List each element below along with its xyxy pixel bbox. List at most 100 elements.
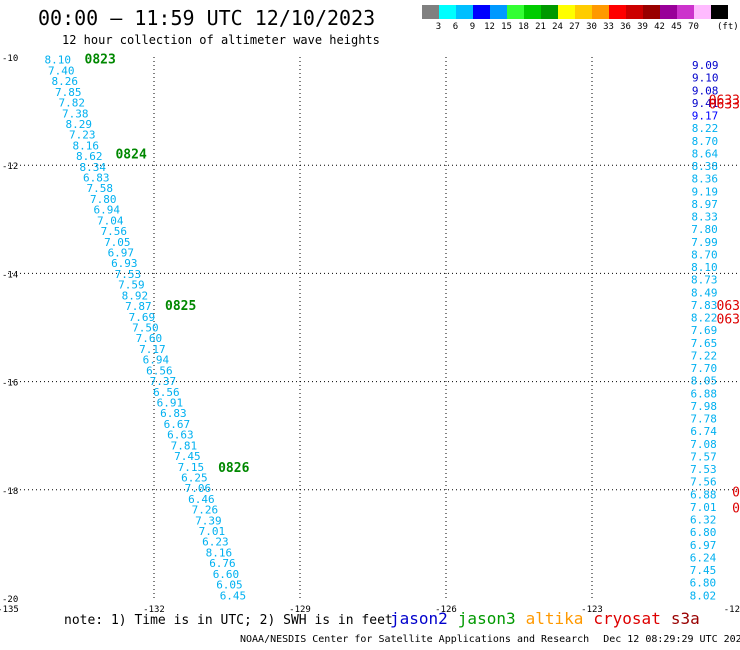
wave-height-value: 6.74: [690, 425, 717, 438]
legend-cryosat: cryosat: [593, 609, 661, 628]
wave-height-value: 6.91: [157, 396, 184, 409]
wave-height-value: 6.24: [690, 551, 717, 564]
wave-height-value: 7.40: [48, 64, 74, 77]
jason3-time-label: 0824: [115, 147, 146, 162]
scale-label: 9: [469, 22, 476, 32]
scale-label: 18: [518, 22, 529, 32]
wave-height-value: 6.88: [691, 387, 718, 400]
wave-height-value: 6.94: [143, 354, 170, 367]
wave-height-value: 9.08: [692, 84, 719, 97]
scale-label: 39: [637, 22, 648, 32]
scale-swatch: [643, 5, 660, 19]
wave-height-value: 8.22: [692, 122, 719, 135]
wave-height-value: 7.04: [97, 214, 124, 227]
footer: NOAA/NESDIS Center for Satellite Applica…: [240, 634, 740, 645]
wave-height-value: 6.80: [690, 577, 717, 590]
cryosat-time-label: 063: [717, 299, 740, 314]
wave-height-value: 7.45: [690, 564, 717, 577]
scale-swatch: [541, 5, 558, 19]
wave-height-value: 8.38: [692, 160, 719, 173]
wave-height-value: 6.63: [167, 429, 194, 442]
wave-height-value: 8.10: [691, 261, 718, 274]
scale-swatch: [524, 5, 541, 19]
wave-height-value: 6.88: [690, 488, 717, 501]
wave-height-value: 7.26: [192, 504, 219, 517]
wave-height-value: 6.97: [690, 539, 717, 552]
wave-height-value: 7.23: [69, 129, 96, 142]
wave-height-value: 8.62: [76, 150, 103, 163]
wave-height-value: 8.92: [122, 289, 149, 302]
wave-height-value: 8.29: [66, 118, 93, 131]
wave-height-value: 7.08: [690, 438, 717, 451]
scale-label: 27: [569, 22, 580, 32]
wave-height-value: 7.87: [125, 300, 152, 313]
scale-swatch: [677, 5, 694, 19]
wave-height-value: 7.83: [691, 299, 718, 312]
wave-height-value: 7.17: [139, 343, 166, 356]
wave-height-value: 8.70: [691, 248, 718, 261]
wave-height-value: 7.38: [62, 107, 89, 120]
wave-height-value: 7.57: [690, 450, 717, 463]
jason3-time-label: 0826: [218, 461, 249, 476]
wave-height-value: 7.22: [691, 349, 718, 362]
lat-tick-label: -14: [2, 270, 18, 280]
scale-swatch: [439, 5, 456, 19]
cryosat-time-label: 0633: [709, 98, 740, 113]
wave-height-value: 8.97: [691, 198, 718, 211]
scale-label: 6: [452, 22, 459, 32]
wave-height-value: 7.69: [129, 311, 156, 324]
wave-height-value: 8.10: [45, 54, 72, 67]
lon-tick-label: -135: [0, 605, 19, 615]
lon-tick-label: -129: [289, 605, 311, 615]
scale-swatch: [626, 5, 643, 19]
wave-height-value: 7.70: [691, 362, 718, 375]
wave-height-value: 6.67: [164, 418, 191, 431]
wave-height-value: 7.05: [104, 236, 130, 249]
wave-height-value: 7.06: [185, 482, 212, 495]
wave-height-value: 7.99: [691, 236, 718, 249]
lon-tick-label: -123: [581, 605, 603, 615]
wave-height-value: 6.25: [181, 471, 208, 484]
lon-tick-label: -132: [143, 605, 165, 615]
wave-height-value: 8.16: [73, 139, 100, 152]
cryosat-time-label: 0: [732, 502, 740, 517]
wave-height-value: 8.26: [52, 75, 78, 88]
wave-height-value: 7.01: [199, 525, 226, 538]
scale-label: 33: [603, 22, 614, 32]
lat-tick-label: -20: [2, 595, 18, 605]
scale-swatch: [711, 5, 728, 19]
lon-tick-label: -126: [435, 605, 457, 615]
wave-height-value: 7.53: [115, 268, 142, 281]
cryosat-time-label: 0633: [709, 93, 740, 108]
wave-height-value: 6.45: [220, 589, 247, 602]
wave-height-value: 7.58: [87, 182, 114, 195]
jason3-time-label: 0823: [85, 53, 116, 68]
wave-height-value: 7.81: [171, 439, 198, 452]
wave-height-value: 8.02: [690, 589, 717, 602]
wave-height-value: 7.53: [690, 463, 717, 476]
wave-height-value: 7.69: [691, 324, 718, 337]
scale-label: 42: [654, 22, 665, 32]
wave-height-value: 8.70: [692, 135, 719, 148]
wave-height-value: 7.37: [150, 375, 177, 388]
wave-height-value: 7.15: [178, 461, 205, 474]
wave-height-value: 7.65: [691, 337, 718, 350]
wave-height-value: 7.78: [690, 413, 717, 426]
wave-height-value: 6.56: [153, 386, 180, 399]
jason3-time-label: 0825: [165, 299, 196, 314]
map-subtitle: 12 hour collection of altimeter wave hei…: [62, 33, 380, 47]
wave-height-value: 9.09: [692, 59, 719, 72]
scale-swatch: [490, 5, 507, 19]
scale-label: 15: [501, 22, 512, 32]
wave-height-value: 7.01: [690, 501, 717, 514]
scale-swatch: [592, 5, 609, 19]
lat-tick-label: -16: [2, 379, 18, 389]
scale-swatch: [609, 5, 626, 19]
lat-tick-label: -18: [2, 487, 18, 497]
wave-height-value: 6.83: [83, 172, 110, 185]
wave-height-value: 7.59: [118, 279, 145, 292]
wave-height-value: 7.80: [691, 223, 718, 236]
scale-label: 21: [535, 22, 546, 32]
scale-swatch: [558, 5, 575, 19]
